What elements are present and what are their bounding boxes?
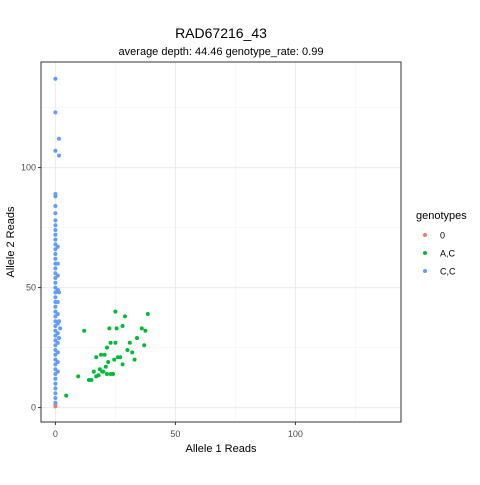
data-point xyxy=(127,340,132,345)
data-point xyxy=(108,340,113,345)
data-point xyxy=(55,369,60,374)
data-point xyxy=(53,304,58,309)
data-point xyxy=(135,336,139,340)
legend-label: A,C xyxy=(440,249,456,259)
data-point xyxy=(57,153,61,158)
data-point xyxy=(139,326,144,331)
x-axis-label: Allele 1 Reads xyxy=(186,443,257,455)
data-point xyxy=(53,110,58,115)
plot-panel-border xyxy=(40,61,402,423)
data-point xyxy=(105,372,109,376)
data-point xyxy=(111,372,115,376)
chart-title: RAD67216_43 xyxy=(175,25,267,41)
data-point xyxy=(96,373,101,378)
data-point xyxy=(107,326,112,331)
data-point xyxy=(89,378,94,382)
data-point xyxy=(106,360,111,364)
data-point xyxy=(55,340,60,345)
data-point xyxy=(57,290,61,295)
data-point xyxy=(132,357,137,362)
data-point xyxy=(114,326,119,331)
data-point xyxy=(112,357,117,362)
legend-label: C,C xyxy=(440,267,456,277)
data-point xyxy=(53,76,58,81)
data-point xyxy=(82,328,87,333)
chart-subtitle: average depth: 44.46 genotype_rate: 0.99 xyxy=(119,46,324,58)
data-point xyxy=(53,266,58,271)
data-point xyxy=(55,261,60,266)
x-tick-label: 100 xyxy=(288,429,303,439)
data-point xyxy=(123,314,127,319)
data-point xyxy=(53,232,58,237)
data-point xyxy=(120,362,125,367)
data-point xyxy=(142,343,147,348)
data-point xyxy=(113,309,118,314)
data-point xyxy=(118,355,123,360)
data-point xyxy=(53,386,58,391)
data-point xyxy=(55,273,60,278)
y-axis-label: Allele 2 Reads xyxy=(5,206,17,277)
y-tick-label: 100 xyxy=(21,163,36,173)
data-point xyxy=(55,244,60,249)
legend-key xyxy=(423,269,427,273)
data-point xyxy=(102,352,107,357)
data-point xyxy=(53,194,58,199)
data-point xyxy=(53,376,58,381)
data-point xyxy=(94,355,99,360)
data-point xyxy=(53,295,58,300)
data-point xyxy=(53,218,58,223)
data-point xyxy=(99,352,103,357)
y-tick-label: 50 xyxy=(26,283,36,293)
data-point xyxy=(55,300,60,304)
data-point xyxy=(53,237,58,242)
data-point xyxy=(130,350,135,355)
data-point xyxy=(53,400,58,405)
data-point xyxy=(55,312,60,316)
data-point xyxy=(105,345,109,350)
data-point xyxy=(53,223,58,228)
data-point xyxy=(53,391,58,396)
data-point xyxy=(64,393,69,398)
data-point xyxy=(55,331,60,336)
data-point xyxy=(125,348,130,352)
data-point xyxy=(57,136,61,141)
x-tick-label: 50 xyxy=(170,429,180,439)
data-point xyxy=(53,381,58,386)
data-point xyxy=(145,312,150,316)
data-point xyxy=(143,328,148,333)
data-point xyxy=(53,252,58,256)
legend: genotypes 0 A,C C,C xyxy=(416,210,467,277)
data-point xyxy=(113,340,118,345)
data-point xyxy=(53,228,58,232)
data-point xyxy=(53,211,58,216)
y-tick-label: 0 xyxy=(31,403,36,413)
x-tick-label: 0 xyxy=(53,429,58,439)
data-point xyxy=(91,369,96,374)
data-point xyxy=(58,326,63,331)
data-point xyxy=(53,396,58,400)
data-point xyxy=(53,256,58,261)
data-point xyxy=(120,324,125,328)
data-point xyxy=(101,369,106,374)
data-point xyxy=(57,336,61,340)
legend-key xyxy=(423,233,427,237)
legend-label: 0 xyxy=(440,231,445,241)
legend-key xyxy=(423,251,427,255)
data-point xyxy=(103,364,108,369)
legend-title: genotypes xyxy=(416,210,467,222)
data-point xyxy=(53,204,58,208)
data-point xyxy=(53,280,58,285)
data-point xyxy=(55,350,60,355)
data-point xyxy=(57,319,61,324)
data-point xyxy=(53,148,58,153)
data-point xyxy=(55,360,60,364)
data-point xyxy=(76,374,81,379)
